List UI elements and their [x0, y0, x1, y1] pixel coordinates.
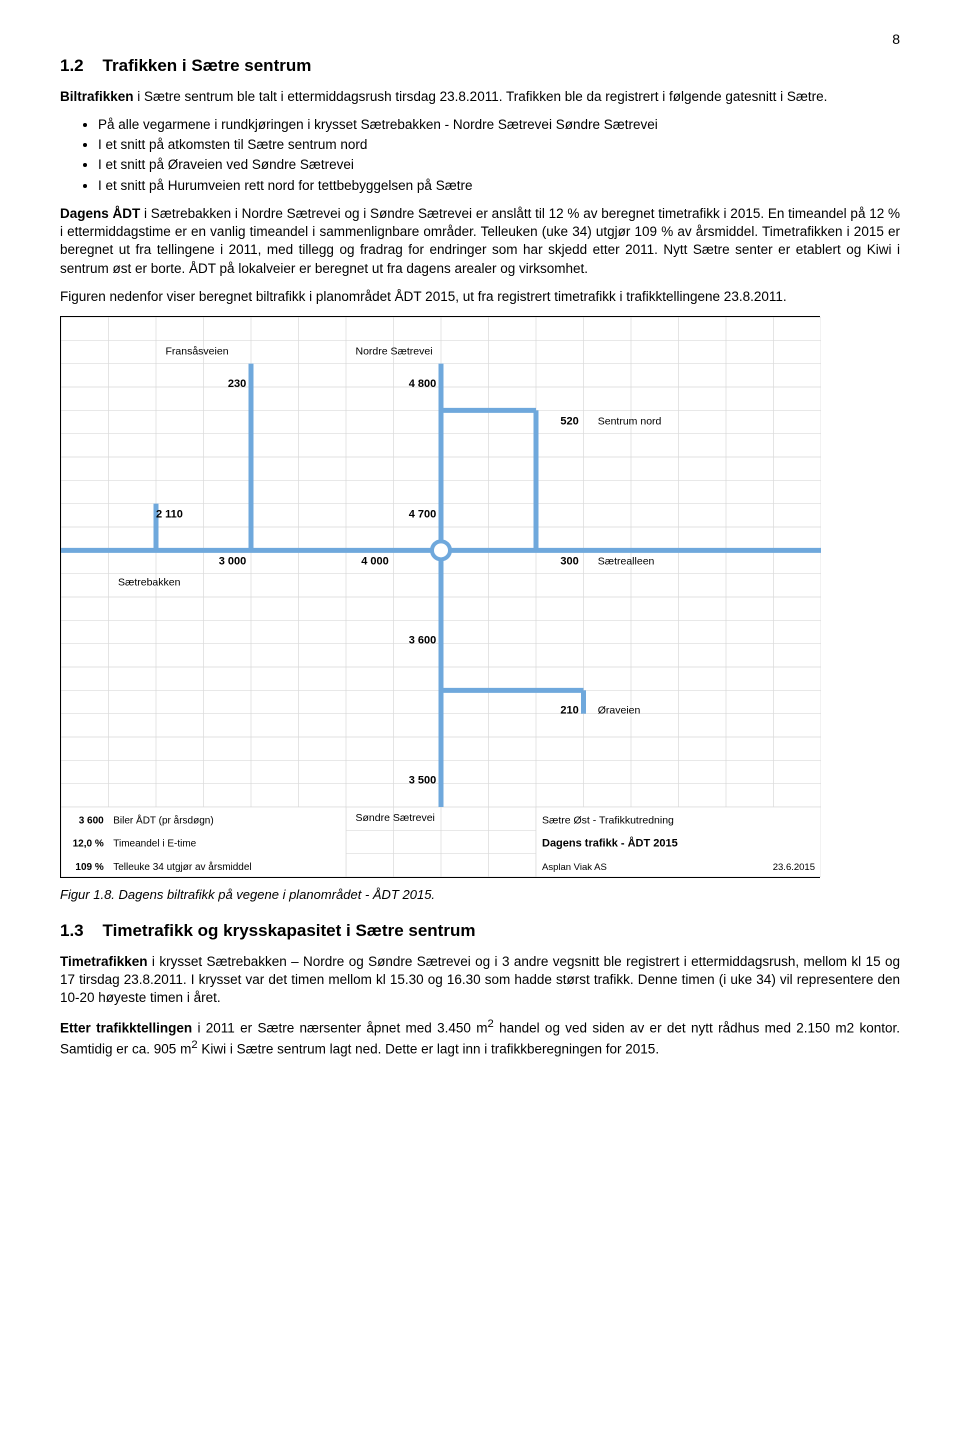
svg-text:4 000: 4 000: [361, 555, 389, 567]
section-1-heading: 1.2 Trafikken i Sætre sentrum: [60, 55, 900, 78]
svg-text:Fransåsveien: Fransåsveien: [166, 345, 229, 357]
svg-text:2 110: 2 110: [156, 509, 183, 521]
svg-text:520: 520: [560, 415, 578, 427]
intro-rest: i Sætre sentrum ble talt i ettermiddagsr…: [134, 89, 828, 104]
svg-text:4 700: 4 700: [409, 509, 437, 521]
svg-text:3 600: 3 600: [79, 815, 104, 826]
svg-text:Sætre Øst - Trafikkutredning: Sætre Øst - Trafikkutredning: [542, 814, 674, 826]
svg-text:Nordre Sætrevei: Nordre Sætrevei: [356, 345, 433, 357]
svg-text:Sætrealleen: Sætrealleen: [598, 555, 655, 567]
svg-text:Søndre Sætrevei: Søndre Sætrevei: [356, 812, 435, 824]
section-1-number: 1.2: [60, 56, 84, 75]
bullet-item: I et snitt på Øraveien ved Søndre Sætrev…: [98, 156, 900, 174]
svg-text:230: 230: [228, 378, 246, 390]
bullet-item: I et snitt på atkomsten til Sætre sentru…: [98, 136, 900, 154]
s2p1-rest: i krysset Sætrebakken – Nordre og Søndre…: [60, 954, 900, 1005]
figure-caption: Figur 1.8. Dagens biltrafikk på vegene i…: [60, 886, 900, 904]
section1-para3: Figuren nedenfor viser beregnet biltrafi…: [60, 288, 900, 306]
svg-text:Dagens trafikk - ÅDT 2015: Dagens trafikk - ÅDT 2015: [542, 837, 678, 850]
s2p2-lead: Etter trafikktellingen: [60, 1021, 192, 1036]
section-2-title: Timetrafikk og krysskapasitet i Sætre se…: [103, 921, 476, 940]
s2p2-a: i 2011 er Sætre nærsenter åpnet med 3.45…: [192, 1021, 487, 1036]
s2p1-lead: Timetrafikken: [60, 954, 148, 969]
s2p2-c: Kiwi i Sætre sentrum lagt ned. Dette er …: [198, 1041, 660, 1056]
svg-text:Timeandel i E-time: Timeandel i E-time: [113, 839, 196, 850]
bullet-item: På alle vegarmene i rundkjøringen i krys…: [98, 116, 900, 134]
section-2-heading: 1.3 Timetrafikk og krysskapasitet i Sætr…: [60, 920, 900, 943]
svg-text:Biler ÅDT (pr årsdøgn): Biler ÅDT (pr årsdøgn): [113, 813, 213, 826]
section-1-title: Trafikken i Sætre sentrum: [103, 56, 312, 75]
intro-bold: Biltrafikken: [60, 89, 134, 104]
section2-para1: Timetrafikken i krysset Sætrebakken – No…: [60, 953, 900, 1008]
svg-text:Øraveien: Øraveien: [598, 705, 641, 717]
section-2-number: 1.3: [60, 921, 84, 940]
svg-text:Sætrebakken: Sætrebakken: [118, 576, 181, 588]
diagram-svg: Fransåsveien Nordre Sætrevei Sentrum nord S…: [61, 317, 821, 877]
svg-text:3 500: 3 500: [409, 775, 437, 787]
svg-text:Sentrum nord: Sentrum nord: [598, 415, 662, 427]
bullet-list: På alle vegarmene i rundkjøringen i krys…: [98, 116, 900, 195]
section1-intro: Biltrafikken i Sætre sentrum ble talt i …: [60, 88, 900, 106]
svg-text:23.6.2015: 23.6.2015: [773, 862, 815, 873]
svg-text:Asplan Viak AS: Asplan Viak AS: [542, 862, 607, 873]
svg-text:3 600: 3 600: [409, 635, 437, 647]
bullet-item: I et snitt på Hurumveien rett nord for t…: [98, 177, 900, 195]
svg-text:12,0 %: 12,0 %: [73, 839, 104, 850]
section2-para2: Etter trafikktellingen i 2011 er Sætre n…: [60, 1017, 900, 1058]
svg-text:109 %: 109 %: [75, 862, 103, 873]
svg-text:3 000: 3 000: [219, 555, 247, 567]
traffic-diagram: Fransåsveien Nordre Sætrevei Sentrum nord S…: [60, 316, 820, 878]
para2-lead: Dagens ÅDT: [60, 206, 140, 221]
page-number: 8: [60, 30, 900, 49]
svg-text:210: 210: [560, 705, 578, 717]
svg-text:4 800: 4 800: [409, 378, 437, 390]
section1-para2: Dagens ÅDT i Sætrebakken i Nordre Sætrev…: [60, 205, 900, 278]
para2-rest: i Sætrebakken i Nordre Sætrevei og i Søn…: [60, 206, 900, 276]
svg-text:Telleuke 34 utgjør av årsmidde: Telleuke 34 utgjør av årsmiddel: [113, 861, 251, 873]
svg-text:300: 300: [560, 555, 578, 567]
